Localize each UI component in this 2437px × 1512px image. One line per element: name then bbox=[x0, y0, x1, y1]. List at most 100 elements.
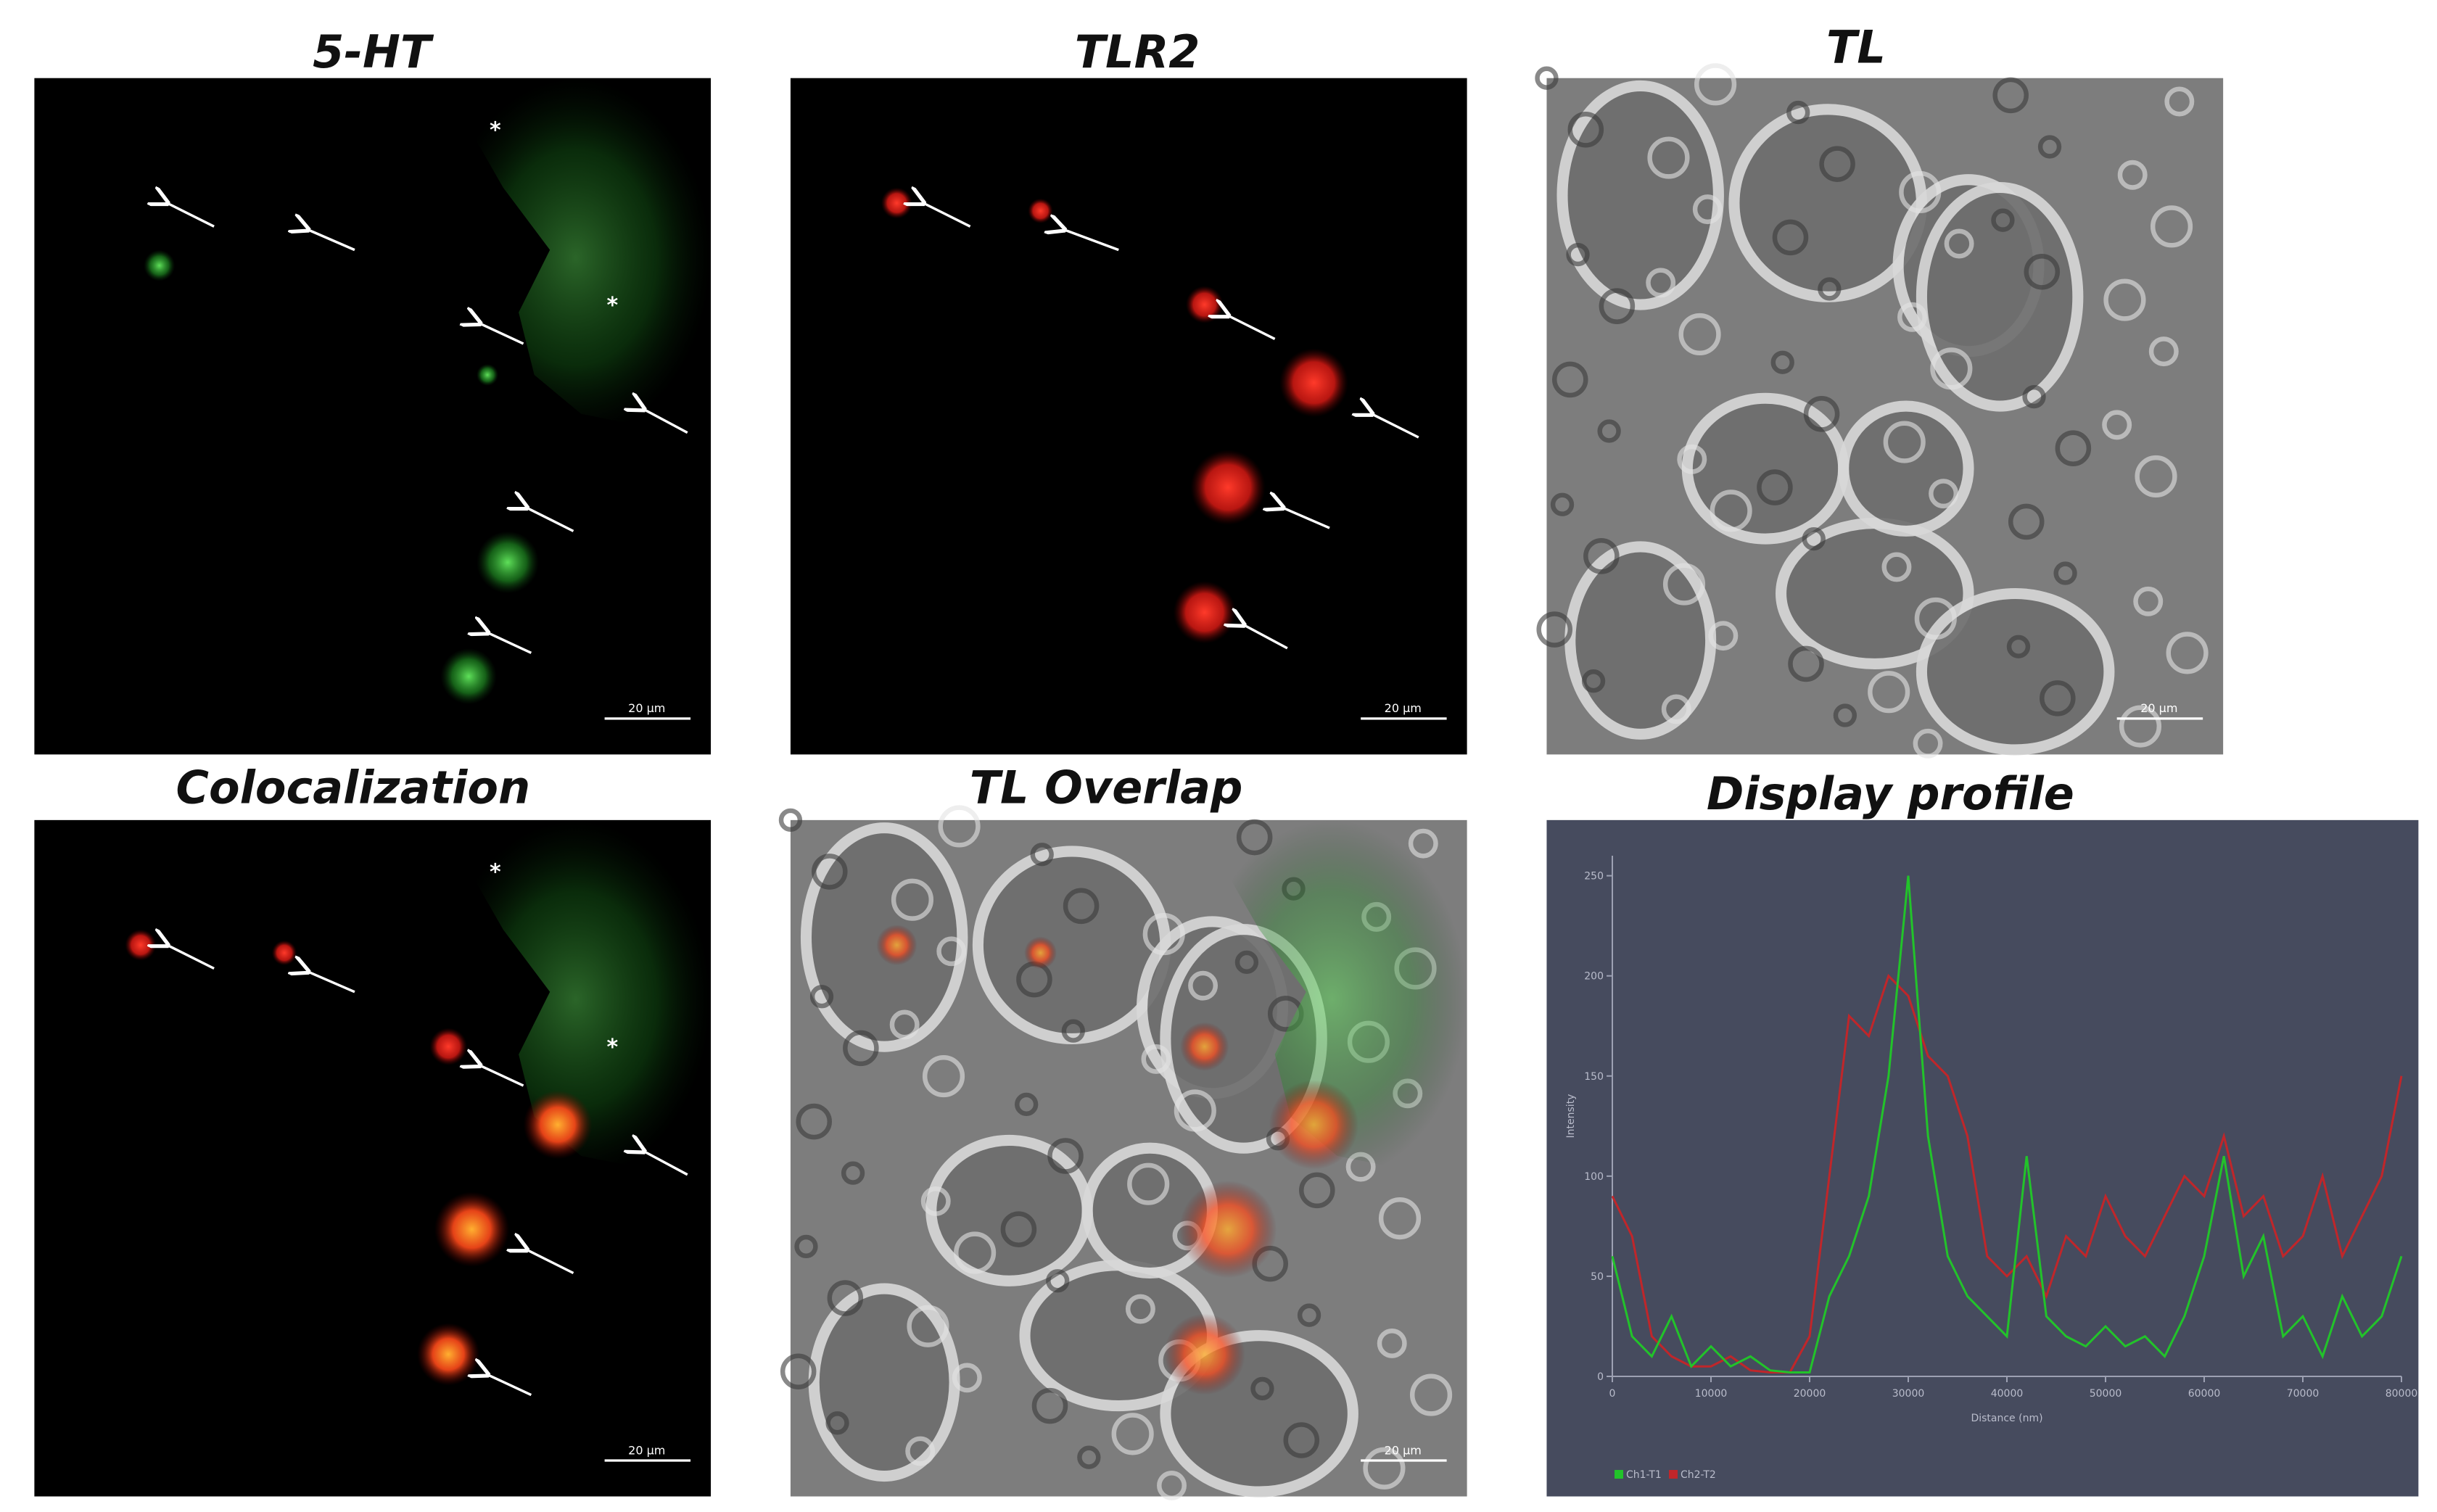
texture bbox=[827, 1280, 864, 1316]
scale-bar-label: 20 µm bbox=[1385, 701, 1422, 715]
arrow bbox=[1244, 625, 1288, 650]
texture bbox=[1581, 669, 1606, 693]
texture bbox=[825, 1411, 849, 1435]
texture bbox=[778, 808, 803, 833]
asterisk: * bbox=[490, 860, 501, 885]
texture bbox=[1111, 1413, 1154, 1455]
texture bbox=[1647, 136, 1690, 179]
scale-bar-label: 20 µm bbox=[1385, 1443, 1422, 1457]
blob bbox=[1185, 286, 1224, 323]
arrow bbox=[1064, 230, 1119, 252]
cell bbox=[1916, 181, 2084, 412]
blob bbox=[876, 925, 918, 966]
texture bbox=[1881, 552, 1912, 582]
blob bbox=[271, 940, 297, 966]
x-axis-label: Distance (nm) bbox=[1971, 1413, 2042, 1424]
texture bbox=[1786, 100, 1810, 125]
texture bbox=[1409, 1373, 1453, 1416]
panel-title: TL Overlap bbox=[970, 761, 1243, 814]
texture bbox=[1363, 1447, 1406, 1490]
cell bbox=[1838, 400, 1974, 537]
texture bbox=[2024, 254, 2061, 290]
texture bbox=[2150, 205, 2193, 248]
y-tick-label: 100 bbox=[1584, 1171, 1604, 1183]
texture bbox=[1772, 219, 1809, 256]
texture bbox=[2166, 632, 2209, 674]
scale-bar-label: 20 µm bbox=[2140, 701, 2177, 715]
arrow bbox=[308, 230, 355, 252]
texture bbox=[1992, 77, 2029, 114]
texture bbox=[2040, 680, 2076, 716]
texture bbox=[1127, 1162, 1170, 1205]
arrow bbox=[923, 203, 971, 228]
texture bbox=[1157, 1470, 1187, 1500]
texture bbox=[1710, 489, 1752, 532]
texture bbox=[1000, 1211, 1037, 1247]
arrow bbox=[479, 323, 524, 345]
texture bbox=[1015, 1092, 1039, 1117]
texture bbox=[1661, 694, 1691, 724]
texture bbox=[891, 878, 934, 921]
texture bbox=[1597, 419, 1621, 443]
x-tick-label: 0 bbox=[1609, 1388, 1616, 1400]
texture bbox=[1188, 970, 1218, 1001]
x-tick-label: 80000 bbox=[2386, 1388, 2418, 1400]
texture bbox=[889, 1009, 920, 1040]
blob bbox=[1180, 1022, 1229, 1071]
texture bbox=[2135, 455, 2177, 498]
blob bbox=[476, 363, 499, 387]
texture bbox=[841, 1161, 865, 1185]
texture bbox=[920, 1186, 951, 1216]
arrow bbox=[167, 203, 215, 228]
chart-title: Display profile bbox=[1707, 767, 2074, 820]
texture bbox=[1297, 1303, 1321, 1327]
texture bbox=[1818, 277, 1842, 301]
arrow bbox=[487, 632, 532, 654]
series-line bbox=[1611, 973, 2403, 1373]
texture bbox=[938, 805, 981, 848]
texture bbox=[1077, 1445, 1101, 1469]
texture bbox=[1677, 444, 1707, 474]
blob bbox=[1028, 198, 1053, 224]
texture bbox=[1930, 347, 1973, 390]
cell bbox=[925, 1134, 1093, 1286]
texture bbox=[2103, 278, 2146, 321]
blob bbox=[881, 187, 912, 219]
texture bbox=[1599, 288, 1636, 324]
arrow bbox=[308, 972, 355, 993]
texture bbox=[812, 854, 848, 890]
legend-label: Ch2-T2 bbox=[1681, 1469, 1716, 1481]
texture bbox=[1819, 146, 1855, 182]
panel-title: TLR2 bbox=[1075, 25, 1200, 78]
legend-swatch bbox=[1669, 1470, 1678, 1479]
arrow bbox=[479, 1065, 524, 1087]
texture bbox=[1802, 526, 1826, 551]
asterisk: * bbox=[607, 293, 619, 318]
texture bbox=[1550, 492, 1575, 516]
texture bbox=[1868, 671, 1910, 714]
blob bbox=[1269, 1080, 1359, 1170]
texture bbox=[1030, 843, 1054, 867]
texture bbox=[922, 1055, 965, 1098]
texture bbox=[1694, 63, 1737, 106]
arrow bbox=[527, 508, 574, 532]
y-axis-label: Intensity bbox=[1565, 1094, 1577, 1139]
texture bbox=[2148, 336, 2179, 367]
texture bbox=[1914, 597, 1957, 640]
arrow bbox=[1372, 414, 1419, 439]
x-tick-label: 70000 bbox=[2287, 1388, 2320, 1400]
texture bbox=[1046, 1269, 1070, 1293]
panel-image bbox=[34, 819, 712, 1497]
texture bbox=[1063, 888, 1100, 925]
x-tick-label: 10000 bbox=[1695, 1388, 1728, 1400]
texture bbox=[1678, 313, 1721, 356]
texture bbox=[936, 936, 967, 967]
blob bbox=[417, 1323, 480, 1386]
blob bbox=[434, 1191, 510, 1267]
texture bbox=[1378, 1197, 1422, 1240]
panel-title: Colocalization bbox=[176, 761, 531, 814]
x-tick-label: 30000 bbox=[1892, 1388, 1925, 1400]
blob bbox=[1279, 348, 1348, 418]
blob bbox=[476, 531, 540, 594]
y-tick-label: 200 bbox=[1584, 971, 1604, 983]
